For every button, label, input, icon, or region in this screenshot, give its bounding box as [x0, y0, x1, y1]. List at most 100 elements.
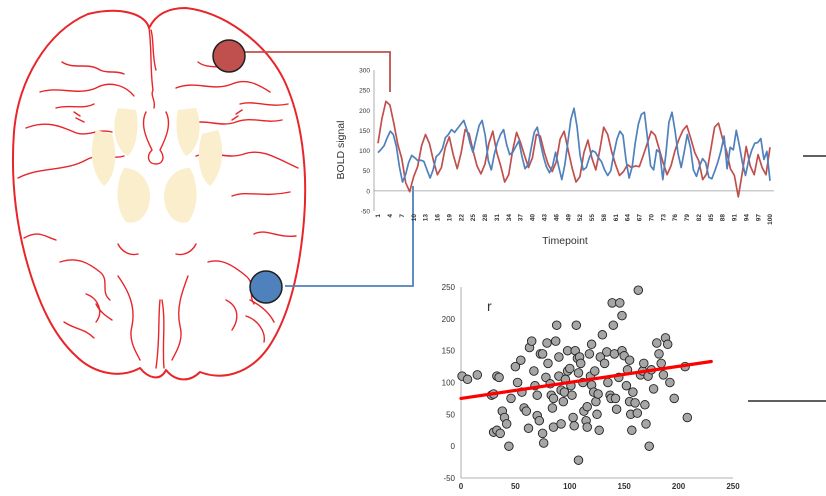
timepoint-tick-label: 43 [542, 214, 549, 222]
scatter-point [669, 393, 679, 404]
scatter-point [495, 428, 505, 439]
red-roi-connector [245, 51, 391, 92]
scatter-point [510, 361, 521, 372]
scatter-xtick-label: 250 [726, 482, 740, 491]
timepoint-tick-label: 82 [696, 214, 703, 222]
scatter-point [608, 320, 619, 330]
timepoint-tick-label: 13 [423, 214, 430, 222]
scatter-point [521, 406, 532, 416]
lateral-ventricles [142, 111, 170, 165]
bold-ytick-label: 300 [359, 68, 370, 75]
timepoint-tick-label: 67 [637, 214, 644, 222]
scatter-ytick-label: 50 [446, 410, 455, 419]
scatter-xtick-label: 50 [511, 482, 520, 491]
roi-connectors [212, 39, 414, 304]
longitudinal-fissure-front [148, 27, 157, 109]
timepoint-tick-label: 4 [387, 214, 394, 218]
scatter-point [597, 330, 608, 340]
scatter-point [568, 412, 578, 423]
scatter-point [565, 363, 575, 374]
blue-roi-connector [285, 186, 414, 287]
scatter-point [548, 393, 559, 404]
scatter-xtick-label: 150 [618, 482, 632, 491]
timepoint-tick-label: 91 [732, 214, 739, 222]
red-roi-timeseries-line [377, 100, 771, 198]
scatter-point [575, 358, 586, 369]
scatter-point [571, 320, 582, 330]
scatter-fit-line [459, 359, 713, 401]
scatter-point [538, 438, 549, 448]
scatter-point [573, 368, 584, 378]
scatter-point [641, 419, 651, 429]
scatter-point [472, 370, 483, 380]
timepoint-tick-label: 10 [411, 214, 418, 222]
scatter-point [516, 355, 526, 365]
scatter-point [529, 366, 539, 376]
scatter-point [617, 310, 627, 321]
scatter-point [615, 298, 625, 308]
bold-ytick-label: 200 [359, 108, 370, 115]
timepoint-xlabel: Timepoint [542, 235, 588, 247]
timepoint-tick-label: 70 [648, 214, 655, 222]
brain-axial-slice [11, 7, 307, 381]
scatter-point [599, 358, 610, 369]
scatter-point [656, 358, 666, 369]
scatter-point [654, 349, 664, 359]
scatter-point [554, 352, 564, 362]
scatter-point [543, 358, 553, 369]
scatter-r-label: r [487, 298, 492, 314]
scatter-point [639, 358, 649, 369]
brain-outer-contour [11, 7, 307, 381]
scatter-point [501, 419, 512, 429]
scatter-ytick-label: 0 [451, 442, 456, 451]
timepoint-tick-label: 31 [494, 214, 501, 222]
scatter-point [512, 377, 523, 388]
scatter-point [504, 441, 514, 451]
scatter-ytick-label: 200 [442, 315, 456, 324]
scatter-point [644, 441, 654, 451]
scatter-point [632, 408, 643, 418]
scatter-point [665, 377, 675, 388]
scatter-point [534, 415, 545, 426]
scatter-point [551, 320, 562, 330]
scatter-point [624, 355, 635, 365]
scatter-point [586, 339, 597, 350]
longitudinal-fissure-back [155, 299, 165, 369]
scatter-point [537, 428, 548, 439]
scatter-point [526, 336, 537, 346]
bold-ytick-label: 250 [359, 88, 370, 95]
posterior-horns [117, 243, 197, 256]
scatter-point [662, 339, 673, 350]
timepoint-tick-label: 7 [399, 214, 406, 218]
timepoint-tick-label: 97 [755, 214, 762, 222]
scatter-ytick-label: 250 [442, 283, 456, 292]
bold-ytick-label: -50 [361, 209, 371, 216]
scatter-point [584, 349, 595, 359]
scatter-point [652, 338, 662, 348]
timepoint-tick-label: 34 [506, 214, 513, 222]
timepoint-tick-label: 76 [672, 214, 679, 222]
timepoint-tick-label: 100 [767, 214, 774, 225]
scatter-ytick-label: 100 [442, 379, 456, 388]
scatter-point [682, 412, 693, 423]
bold-ytick-label: 100 [359, 148, 370, 155]
timepoint-tick-label: 28 [482, 214, 489, 222]
timepoint-tick-label: 52 [577, 214, 584, 222]
scatter-xtick-label: 100 [563, 482, 577, 491]
scatter-point [640, 400, 650, 410]
timepoint-tick-label: 1 [375, 214, 382, 218]
bold-ytick-label: 50 [363, 168, 371, 175]
scatter-ytick-label: -50 [443, 474, 455, 483]
red-roi-marker [212, 39, 246, 73]
correlation-scatter-plot: r -50 0 50 100 150 200 250 0 50 100 150 200 250 [442, 283, 741, 491]
bold-ylabel: BOLD signal [335, 121, 347, 180]
scatter-point [590, 366, 600, 376]
timepoint-tick-label: 58 [601, 214, 608, 222]
scatter-point [556, 419, 566, 429]
scatter-point [537, 349, 548, 359]
scatter-point [628, 387, 638, 397]
scatter-point [592, 409, 602, 420]
scatter-point [630, 398, 640, 408]
scatter-point [541, 372, 551, 383]
scatter-point [593, 389, 603, 399]
